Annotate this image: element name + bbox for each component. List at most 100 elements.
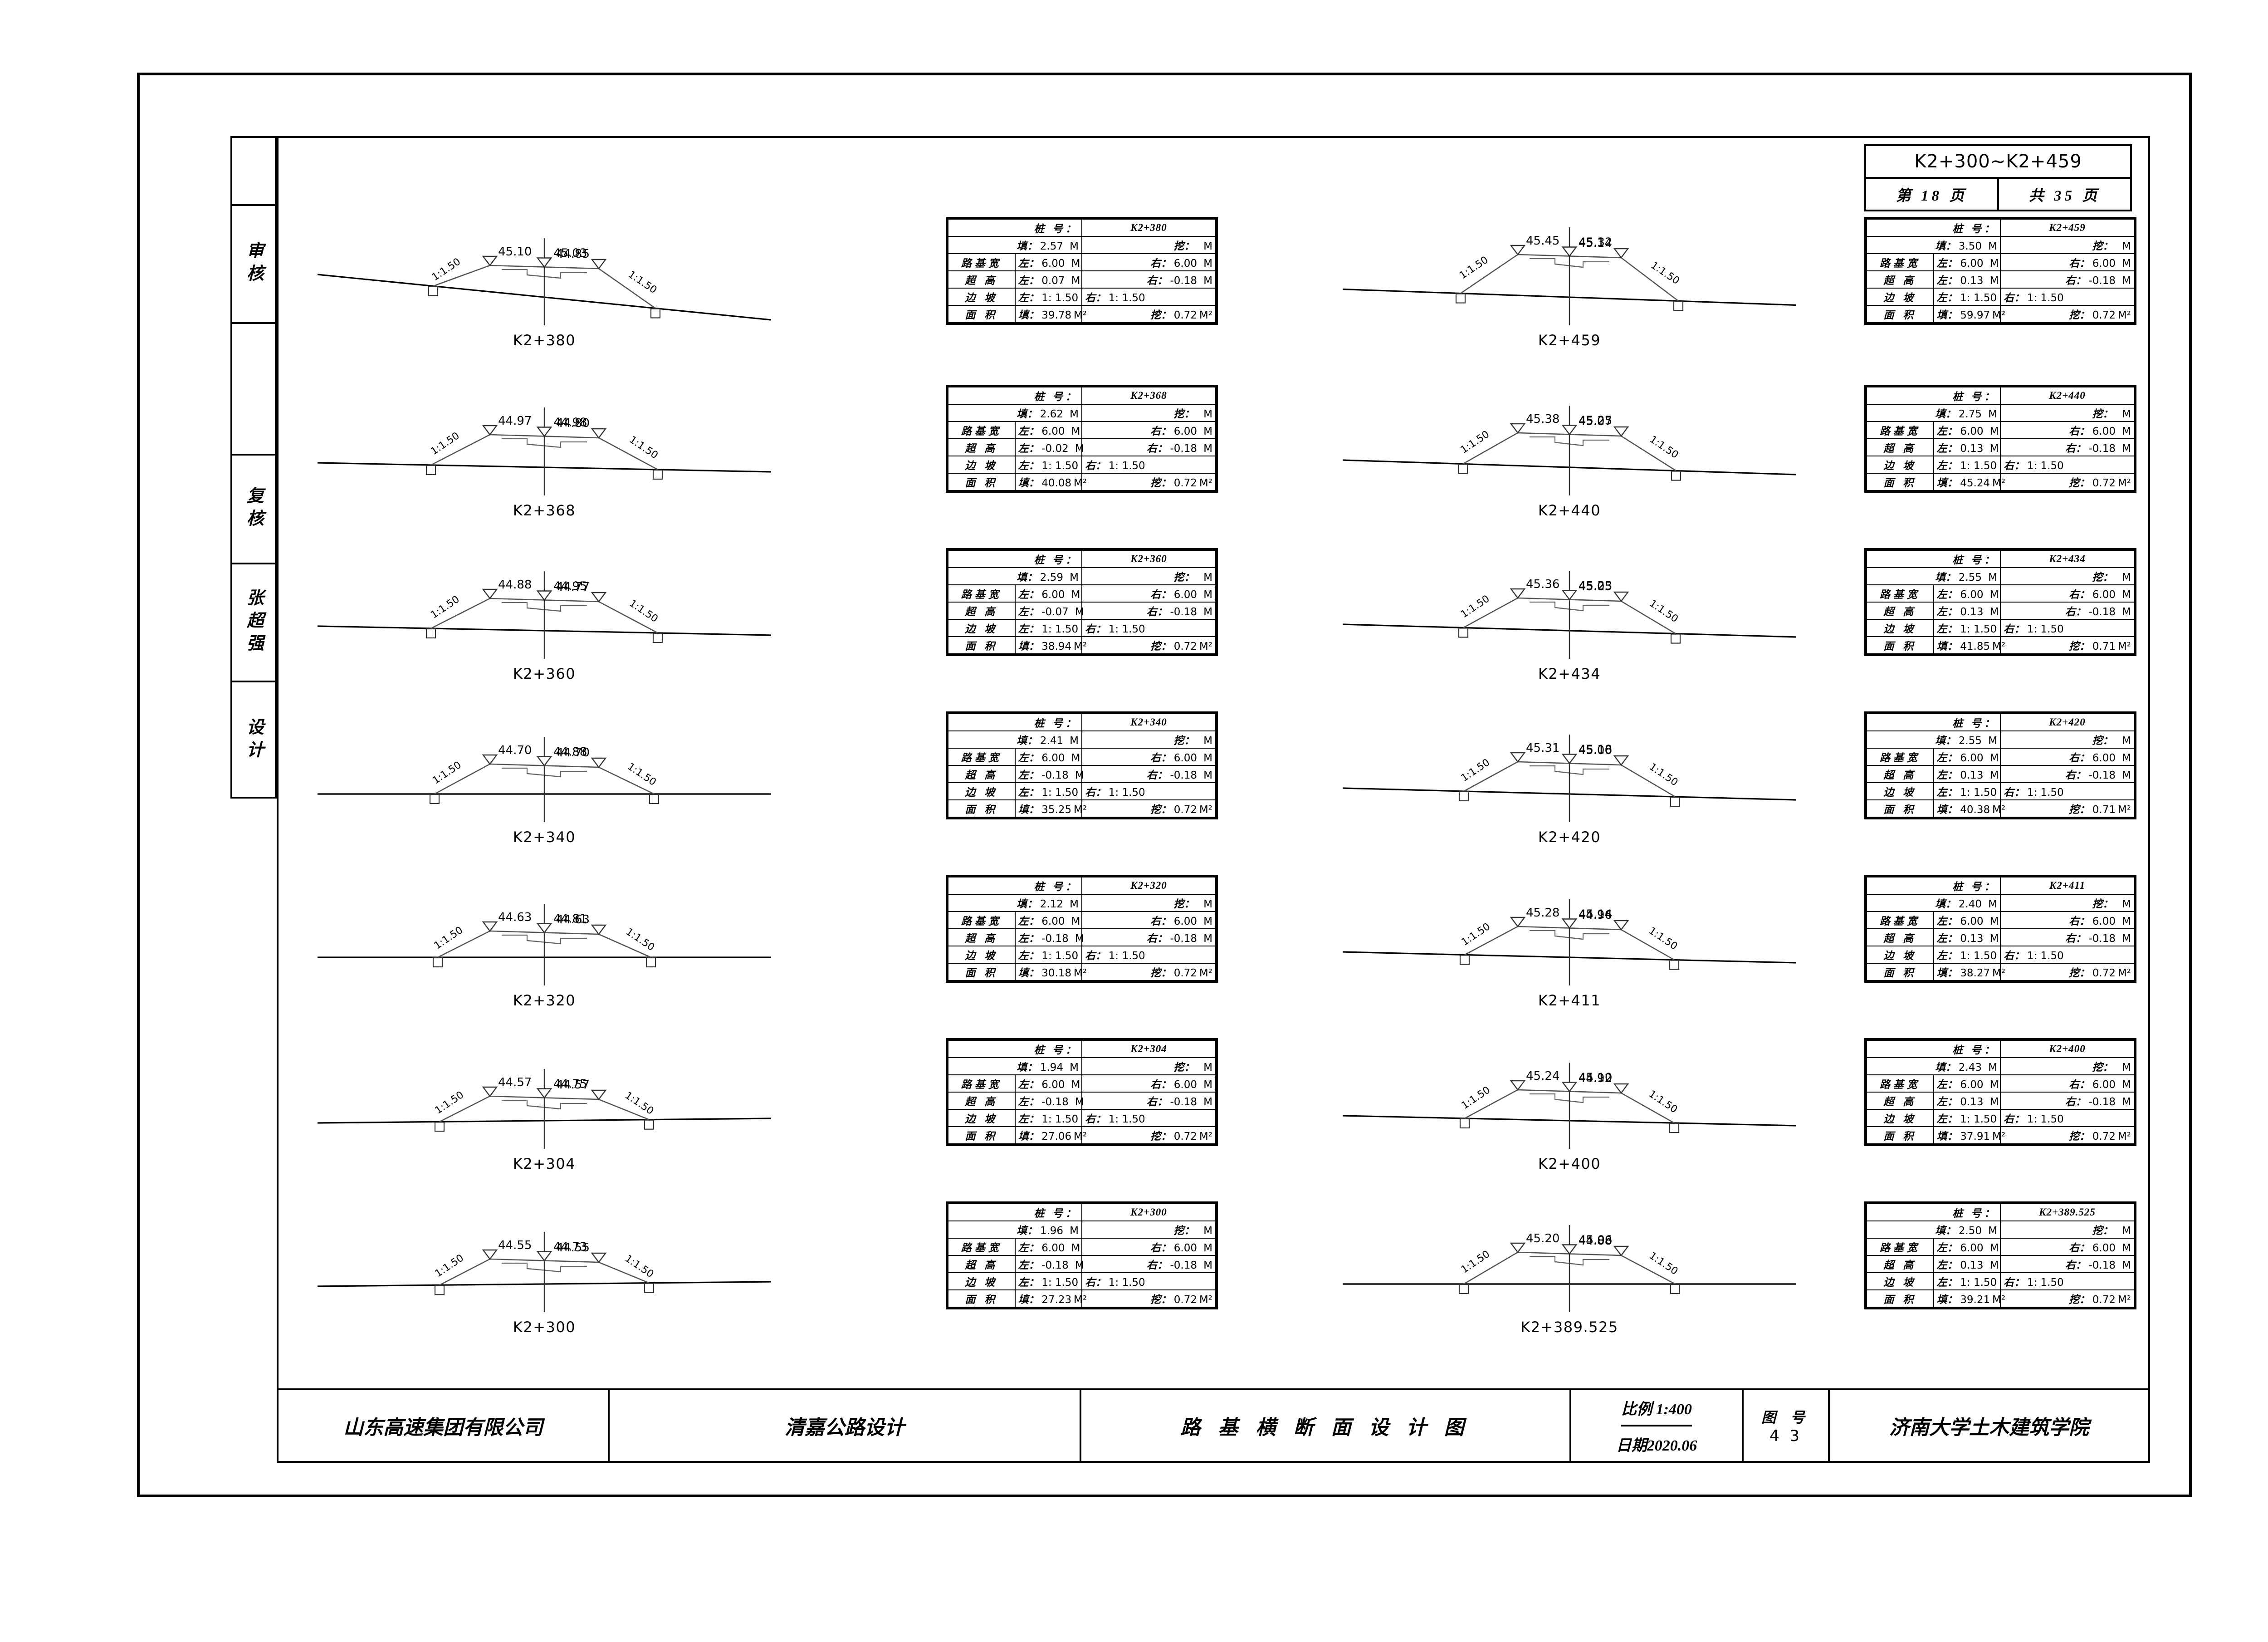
side-slope-label: 边 坡 (1866, 1272, 1934, 1290)
section-data-table-K2+434: 桩 号： K2+434 填： 2.55 M 挖： M 路基宽 左： 6.00 M 右： 6.00… (1864, 548, 2136, 656)
toe-marker-left (1457, 464, 1468, 474)
side-slope-label: 边 坡 (948, 946, 1016, 964)
table-row: 超 高左： -0.18 M 右： -0.18 M (948, 928, 1216, 946)
subgrade-width-right: 右： 6.00 M (1081, 253, 1216, 271)
elevation-centre-label: 45.32 (1579, 236, 1612, 250)
cut-depth-cell: 挖： M (1081, 567, 1216, 585)
side-slope-left: 左： 1: 1.50 (1014, 946, 1082, 964)
toe-marker-left (425, 628, 436, 639)
section-station-caption: K2+380 (513, 332, 576, 349)
company-cell: 山东高速集团有限公司 (279, 1390, 610, 1461)
page-total: 共 35 页 (2028, 188, 2101, 204)
subgrade-width-left: 左： 6.00 M (1014, 911, 1082, 929)
station-value: K2+340 (1081, 713, 1216, 731)
side-slope-left: 左： 1: 1.50 (1933, 456, 2001, 474)
slope-label-left: 1:1.50 (429, 594, 461, 621)
superelevation-right: 右： -0.18 M (1081, 602, 1216, 620)
section-station-caption: K2+320 (513, 992, 576, 1009)
elevation-marker-centre (1561, 590, 1578, 601)
slope-label-right: 1:1.50 (1647, 598, 1680, 625)
section-data-table-K2+380: 桩 号： K2+380 填： 2.57 M 挖： M 路基宽 左： 6.00 M 右： 6.00… (946, 217, 1218, 325)
elevation-marker-centre (1561, 1082, 1578, 1093)
slope-label-right: 1:1.50 (1647, 761, 1680, 789)
side-slope-right: 右： 1: 1.50 (2000, 946, 2135, 964)
side-slope-right: 右： 1: 1.50 (2000, 619, 2135, 637)
table-row: 桩 号： K2+400 (1866, 1040, 2135, 1058)
table-row: 桩 号： K2+340 (948, 713, 1216, 731)
area-label: 面 积 (948, 473, 1016, 491)
section-data-table-K2+411: 桩 号： K2+411 填： 2.40 M 挖： M 路基宽 左： 6.00 M 右： 6.00… (1864, 875, 2136, 983)
table-row: 桩 号： K2+304 (948, 1040, 1216, 1058)
elevation-centre-label: 45.10 (1579, 1071, 1612, 1085)
section-station-caption: K2+304 (513, 1155, 576, 1172)
signature-strip: 审核 复核 张超强 设计 (230, 136, 277, 799)
table-row: 超 高左： 0.13 M 右： -0.18 M (1866, 928, 2135, 946)
side-slope-left: 左： 1: 1.50 (1933, 1272, 2001, 1290)
section-data-table-K2+389.525: 桩 号： K2+389.525 填： 2.50 M 挖： M 路基宽 左： 6.00 M 右： … (1864, 1201, 2136, 1309)
fill-depth-cell: 填： 2.59 M (948, 567, 1082, 585)
slope-label-left: 1:1.50 (429, 430, 461, 457)
station-label: 桩 号： (1866, 219, 2001, 237)
cross-section-K2+459: 45.45 45.32 45.14 1:1.50 1:1.50 K2+459 (1342, 206, 1797, 349)
toe-marker-right (1673, 301, 1684, 311)
table-row: 桩 号： K2+320 (948, 877, 1216, 895)
toe-marker-left (429, 794, 440, 804)
elevation-marker-left (1510, 917, 1526, 927)
superelevation-left: 左： 0.13 M (1933, 928, 2001, 946)
superelevation-label: 超 高 (948, 928, 1016, 946)
page-number-box: 第 18 页 共 35 页 (1864, 179, 2132, 211)
area-cut: 挖： 0.72 M² (2000, 473, 2135, 491)
cross-section-K2+411: 45.28 45.14 44.96 1:1.50 1:1.50 K2+411 (1342, 867, 1797, 1009)
table-row: 面 积填： 40.38 M² 挖： 0.71 M² (1866, 799, 2135, 818)
subgrade-width-label: 路基宽 (1866, 911, 1934, 929)
table-row: 填： 2.55 M 挖： M (1866, 730, 2135, 749)
drawing-number-value: 4 3 (1769, 1427, 1803, 1445)
superelevation-label: 超 高 (1866, 765, 1934, 783)
station-value: K2+400 (2000, 1040, 2135, 1058)
table-row: 边 坡左： 1: 1.50 右： 1: 1.50 (1866, 288, 2135, 306)
section-station-caption: K2+340 (513, 828, 576, 846)
cross-section-K2+434: 45.36 45.23 45.05 1:1.50 1:1.50 K2+434 (1342, 540, 1797, 682)
area-cut: 挖： 0.72 M² (1081, 636, 1216, 654)
elevation-marker-left (1510, 245, 1526, 255)
elevation-right-label: 44.55 (556, 1241, 590, 1255)
subgrade-width-right: 右： 6.00 M (1081, 421, 1216, 439)
elevation-marker-right (591, 924, 607, 935)
station-label: 桩 号： (1866, 1040, 2001, 1058)
table-row: 填： 1.94 M 挖： M (948, 1057, 1216, 1075)
subgrade-width-right: 右： 6.00 M (1081, 1238, 1216, 1256)
superelevation-left: 左： -0.18 M (1014, 928, 1084, 946)
cross-section-K2+340: 44.70 44.88 44.70 1:1.50 1:1.50 K2+340 (318, 703, 771, 846)
table-row: 超 高左： -0.18 M 右： -0.18 M (948, 1092, 1216, 1110)
table-row: 超 高左： 0.13 M 右： -0.18 M (1866, 602, 2135, 620)
table-row: 路基宽 左： 6.00 M 右： 6.00 M (1866, 1074, 2135, 1093)
toe-marker-right (1669, 960, 1680, 970)
area-cut: 挖： 0.72 M² (1081, 473, 1216, 491)
area-label: 面 积 (948, 636, 1016, 654)
table-row: 填： 2.12 M 挖： M (948, 894, 1216, 912)
table-row: 面 积填： 37.91 M² 挖： 0.72 M² (1866, 1126, 2135, 1144)
superelevation-right: 右： -0.18 M (1081, 438, 1216, 456)
table-row: 桩 号： K2+459 (1866, 219, 2135, 237)
elevation-marker-centre (536, 923, 552, 934)
table-row: 填： 2.59 M 挖： M (948, 567, 1216, 585)
superelevation-label: 超 高 (948, 1255, 1016, 1273)
superelevation-right: 右： -0.18 M (1081, 1092, 1216, 1110)
area-fill: 填： 45.24 M² (1933, 473, 2005, 491)
table-row: 超 高左： 0.13 M 右： -0.18 M (1866, 765, 2135, 783)
elevation-right-label: 44.96 (1579, 908, 1612, 922)
station-label: 桩 号： (948, 387, 1082, 405)
elevation-left-label: 45.45 (1526, 234, 1559, 248)
station-label: 桩 号： (1866, 877, 2001, 895)
subgrade-width-label: 路基宽 (1866, 1238, 1934, 1256)
table-row: 填： 1.96 M 挖： M (948, 1220, 1216, 1239)
table-row: 填： 2.55 M 挖： M (1866, 567, 2135, 585)
slope-label-left: 1:1.50 (430, 256, 463, 283)
drawing-number-label: 图 号 (1761, 1409, 1810, 1426)
signature-label-design: 设计 (244, 718, 263, 763)
station-value: K2+360 (1081, 550, 1216, 568)
elevation-marker-left (1510, 752, 1526, 763)
elevation-left-label: 45.10 (498, 245, 532, 259)
side-slope-right: 右： 1: 1.50 (2000, 288, 2135, 306)
